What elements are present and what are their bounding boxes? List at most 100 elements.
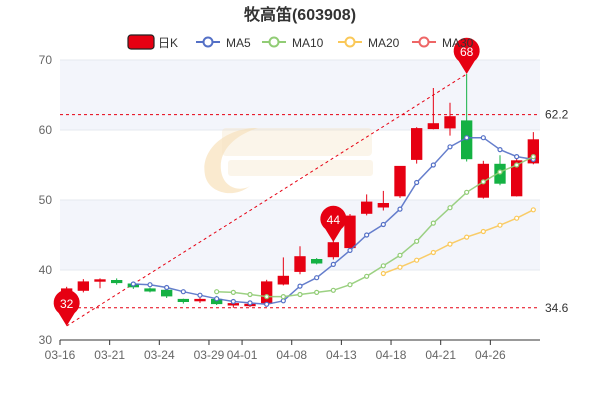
candle-body-down: [144, 288, 156, 292]
ma5-line-point: [297, 283, 303, 289]
candle: [444, 102, 456, 136]
candle: [77, 279, 89, 293]
legend-label: MA5: [226, 36, 251, 50]
ma20-line-point: [464, 234, 470, 240]
ma10-line-point: [414, 238, 420, 244]
ma5-line-point: [430, 162, 436, 168]
legend-swatch-dot: [268, 36, 280, 48]
y-tick-label: 60: [39, 123, 53, 137]
legend-item[interactable]: 日K: [127, 34, 178, 50]
ma20-line-point: [480, 228, 486, 235]
legend-swatch-dot: [344, 36, 356, 48]
ma5-line-point: [330, 261, 336, 267]
ma5-line-point: [347, 247, 353, 253]
x-tick-label: 04-21: [425, 348, 456, 362]
candle: [194, 297, 206, 303]
ma5-line-point: [480, 135, 486, 141]
legend-item[interactable]: MA5: [196, 36, 251, 50]
pin-label: 44: [327, 213, 341, 227]
ma10-line-point: [347, 282, 353, 288]
legend[interactable]: 日K MA5 MA10 MA20 MA30: [127, 34, 474, 50]
ma5-line-point: [397, 206, 403, 212]
x-tick-label: 04-18: [376, 348, 407, 362]
watermark-swoosh: [204, 128, 258, 194]
ma20-line-point: [414, 257, 420, 263]
ma10-line-point: [530, 154, 536, 160]
candle-body-up: [394, 165, 406, 197]
ma10-line-point: [480, 179, 486, 185]
ma5-line-point: [164, 284, 170, 291]
ma10-line-point: [264, 294, 270, 300]
x-tick-label: 04-08: [276, 348, 307, 362]
ma10-line-point: [380, 263, 386, 269]
ma5-line-point: [514, 154, 520, 160]
candle: [261, 279, 273, 305]
candle: [427, 88, 439, 130]
candle-body-up: [277, 275, 289, 285]
candle-body-up: [294, 256, 306, 272]
x-tick-label: 03-21: [94, 348, 125, 362]
candle-body-up: [361, 201, 373, 214]
ma10-line-point: [364, 273, 370, 279]
pin-marker: 44: [320, 205, 347, 242]
candle: [111, 278, 123, 285]
candle: [177, 298, 190, 304]
legend-swatch-dot: [202, 36, 214, 48]
candle: [344, 214, 356, 252]
candle: [511, 155, 523, 197]
candle: [311, 258, 323, 265]
ma20-line-point: [497, 222, 503, 228]
candle-body-down: [111, 280, 123, 284]
pin-label: 68: [460, 45, 474, 59]
ma10-line-point: [314, 289, 320, 295]
candle: [294, 246, 306, 275]
x-tick-label: 03-24: [144, 348, 175, 362]
ma5-line-point: [247, 300, 253, 306]
x-tick-label: 03-29: [194, 348, 225, 362]
legend-label: MA30: [442, 36, 474, 50]
legend-item[interactable]: MA10: [262, 36, 324, 50]
candle: [361, 194, 373, 216]
candle: [377, 190, 389, 211]
reference-lines: 62.2 34.6: [60, 108, 569, 315]
x-tick-label: 04-13: [326, 348, 357, 362]
ma10-line-path: [216, 155, 534, 298]
x-tick-label: 03-16: [45, 348, 76, 362]
ma10-line-point: [514, 162, 520, 168]
legend-label: MA20: [368, 36, 400, 50]
candle: [411, 127, 423, 164]
ma5-line-point: [214, 296, 220, 302]
legend-item[interactable]: MA30: [412, 36, 474, 50]
ma5-line-point: [380, 221, 386, 228]
ma10-line-point: [280, 294, 286, 300]
ma5-line-point: [314, 275, 320, 281]
candle: [94, 278, 106, 289]
ma5-line-point: [197, 292, 203, 298]
candle-body-down: [161, 289, 173, 297]
ref-line-label: 62.2: [545, 108, 569, 122]
chart-title: 牧高笛(603908): [244, 5, 356, 24]
grid-band: [60, 60, 540, 130]
ma10-line-point: [297, 291, 303, 298]
ma10-line-point: [430, 220, 436, 226]
pin-shape: [53, 289, 80, 326]
candle-body-down: [311, 259, 323, 264]
ma20-line: [380, 207, 536, 277]
legend-item[interactable]: MA20: [338, 36, 400, 50]
candle-body-up: [377, 203, 389, 208]
watermark-block: [228, 160, 373, 176]
pin-marker: 68: [453, 37, 480, 74]
watermark-logo: [204, 128, 373, 194]
candle-body-up: [411, 128, 423, 160]
ma5-line-point: [414, 179, 420, 186]
axes: 30 40 50 60 70 03-16 03-21 03-24 03-29 04-01 04-08…: [39, 53, 540, 362]
y-tick-label: 70: [39, 53, 53, 67]
candle-body-up: [94, 279, 106, 282]
ma5-line-point: [364, 232, 370, 238]
ma10-line-point: [464, 189, 470, 195]
ma20-line-point: [447, 241, 453, 247]
y-tick-label: 40: [39, 263, 53, 277]
ma10-line: [214, 154, 536, 300]
